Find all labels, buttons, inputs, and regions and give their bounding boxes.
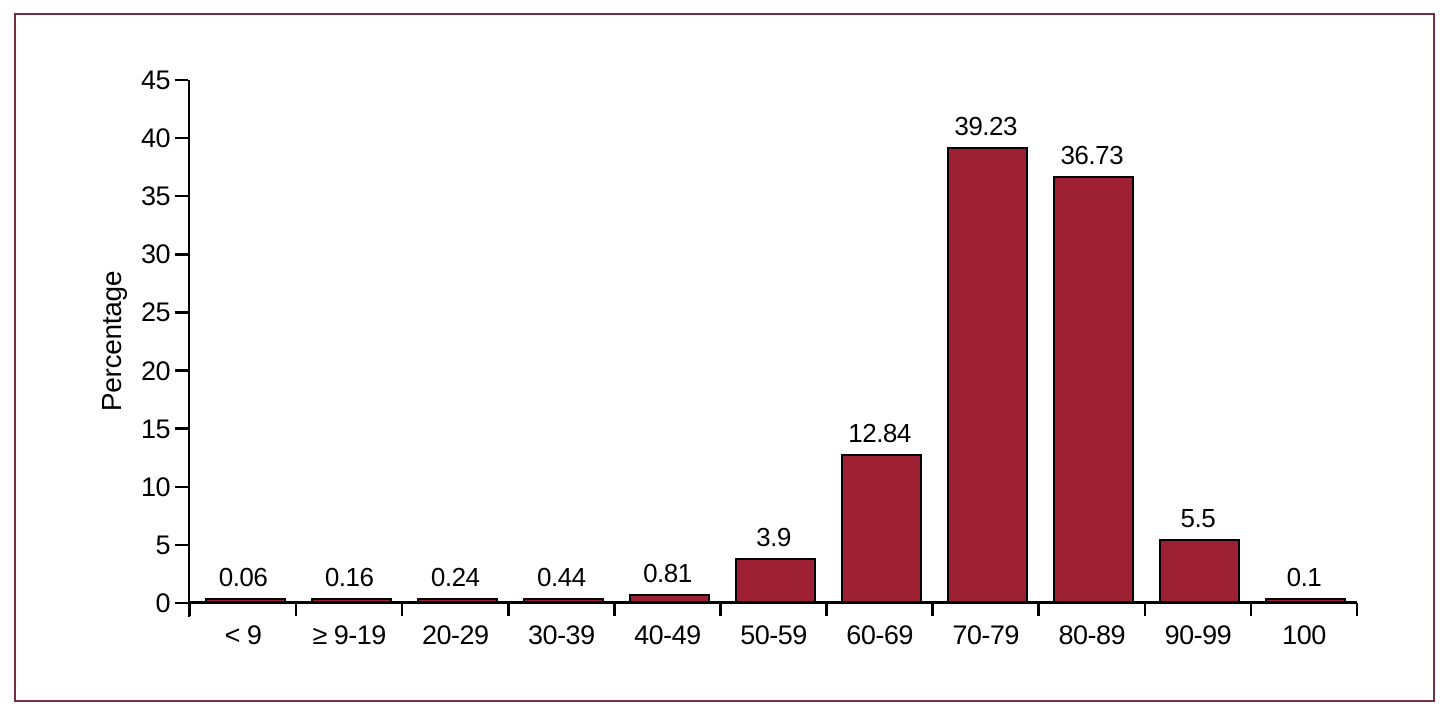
y-tick	[174, 485, 188, 489]
x-category-label: ≥ 9-19	[312, 620, 386, 650]
bar-value-label: 5.5	[1180, 503, 1216, 534]
bar-value-label: 12.84	[848, 417, 911, 448]
y-axis-title: Percentage	[96, 270, 127, 412]
bar	[204, 598, 286, 603]
x-category-label: 60-69	[846, 620, 913, 650]
bar-value-label: 39.23	[954, 111, 1017, 142]
x-category-label: 80-89	[1058, 620, 1126, 650]
x-category-label: 100	[1282, 620, 1326, 650]
y-tick-label: 5	[155, 529, 170, 560]
bar	[522, 597, 604, 603]
bar	[416, 598, 498, 603]
x-category-label: 90-99	[1164, 620, 1232, 650]
y-tick-label: 40	[140, 123, 171, 154]
x-tick	[188, 603, 192, 616]
x-category-label: 30-39	[528, 620, 595, 650]
x-tick	[1143, 603, 1147, 616]
bar	[735, 557, 816, 603]
bar-value-label: 36.73	[1060, 140, 1124, 171]
x-category-label: 50-59	[740, 620, 807, 650]
bar-value-label: 0.81	[643, 557, 692, 588]
bar	[841, 453, 923, 603]
bar	[947, 147, 1029, 603]
x-tick	[613, 603, 616, 616]
y-tick-label: 15	[140, 413, 171, 444]
y-tick	[174, 543, 188, 547]
bar-value-label: 3.9	[756, 521, 791, 552]
bar-value-label: 0.1	[1286, 562, 1322, 593]
bar-value-label: 0.44	[537, 561, 586, 592]
y-tick-label: 0	[155, 588, 170, 618]
x-tick	[400, 603, 404, 616]
y-tick-label: 30	[140, 239, 171, 270]
y-tick	[174, 369, 188, 372]
x-category-label: 20-29	[421, 620, 489, 650]
y-tick	[174, 601, 188, 605]
y-tick	[174, 427, 188, 430]
bar	[1159, 539, 1241, 603]
x-tick	[1249, 603, 1253, 616]
bar	[1053, 176, 1135, 603]
bar	[1265, 598, 1347, 603]
y-tick	[174, 136, 188, 140]
x-tick	[1355, 603, 1359, 616]
x-tick	[294, 603, 298, 616]
x-category-label: < 9	[224, 620, 262, 650]
x-category-label: 70-79	[952, 620, 1019, 650]
y-axis-line	[187, 80, 190, 617]
y-tick	[174, 78, 188, 82]
x-tick	[825, 603, 828, 616]
x-category-label: 40-49	[634, 620, 701, 650]
bar	[628, 593, 710, 603]
y-tick	[174, 311, 188, 314]
y-tick	[174, 194, 188, 198]
x-tick	[1037, 603, 1040, 616]
y-tick-label: 10	[140, 471, 171, 502]
x-tick	[719, 603, 722, 616]
bar-value-label: 0.24	[430, 562, 480, 593]
y-tick-label: 35	[140, 181, 171, 212]
plot-area: 0 5 10 15 20 25 30 35 40 45 0.06 < 9 0.16 ≥ 9-19 0.24 2…	[141, 65, 1359, 650]
bar	[310, 598, 392, 603]
bar-value-label: 0.16	[324, 562, 374, 593]
y-tick	[174, 253, 188, 256]
y-tick-label: 20	[140, 355, 171, 386]
y-tick-label: 25	[140, 297, 171, 328]
bar-value-label: 0.06	[218, 562, 268, 593]
x-tick	[931, 603, 934, 616]
x-tick	[507, 603, 510, 616]
y-tick-label: 45	[140, 65, 171, 95]
